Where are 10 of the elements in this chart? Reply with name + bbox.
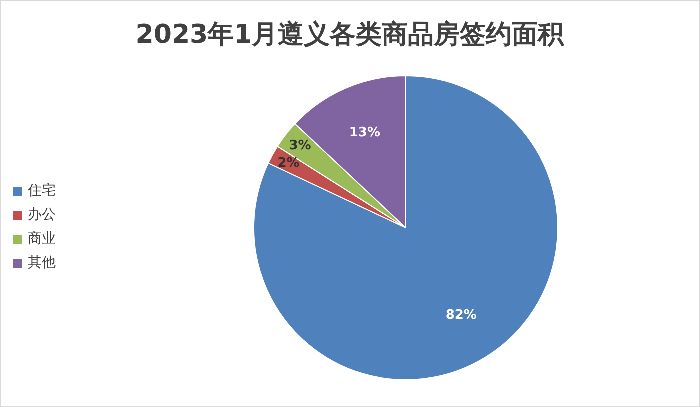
data-label: 82% [446,308,477,323]
legend-label: 办公 [28,206,56,225]
legend-label: 商业 [28,230,56,249]
data-label: 3% [289,138,312,154]
data-label: 2% [278,156,300,172]
legend-label: 其他 [28,254,56,273]
legend-label: 住宅 [28,182,56,201]
pie-slice [254,76,558,380]
data-label: 13% [349,126,381,141]
chart-title: 2023年1月遵义各类商品房签约面积 [134,19,566,52]
